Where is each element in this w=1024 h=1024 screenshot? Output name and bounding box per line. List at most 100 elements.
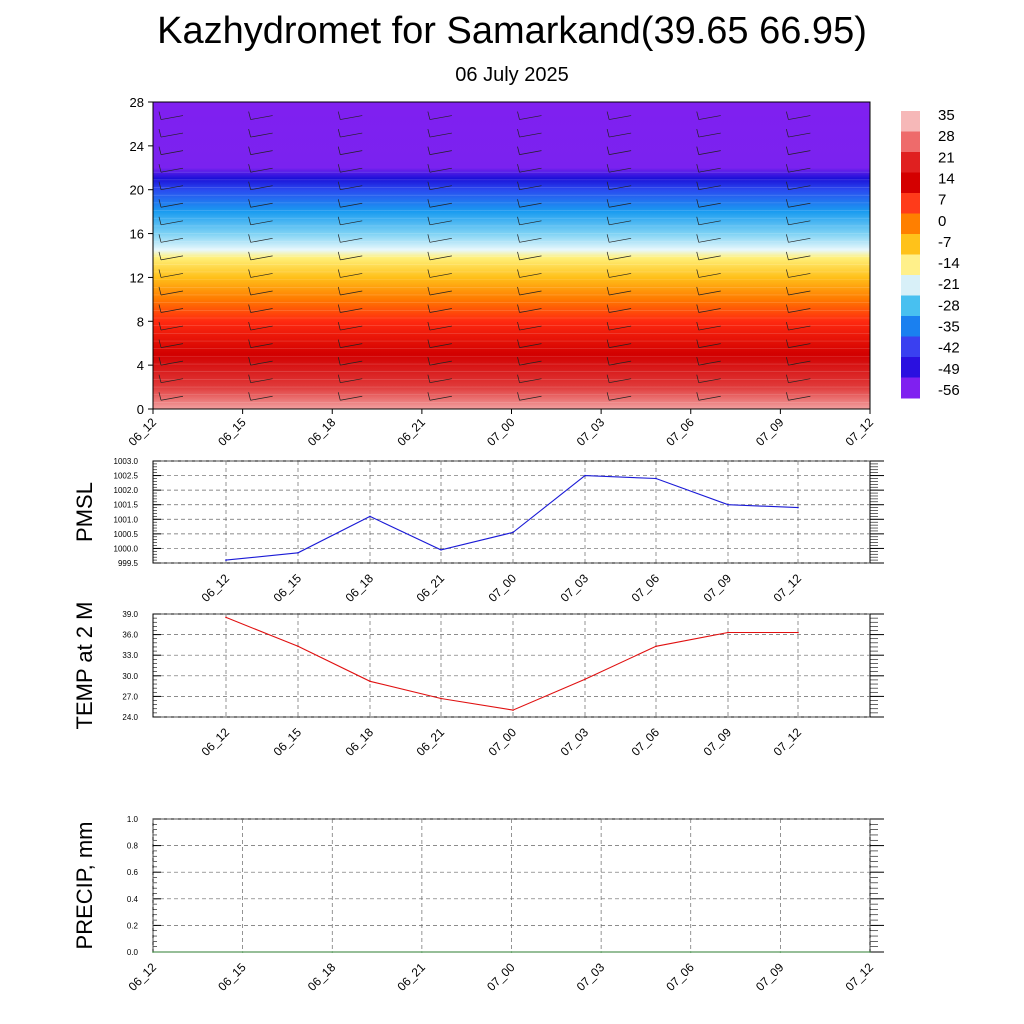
x-tick-label: 06_12 (199, 571, 233, 605)
colorbar-swatch (901, 234, 920, 255)
y-tick-label: 1000.5 (114, 530, 139, 539)
colorbar-swatch (901, 295, 920, 317)
y-axis-label: PRECIP, mm (72, 822, 97, 950)
colorbar-swatch (901, 254, 920, 276)
y-tick-label: 1001.5 (114, 501, 139, 510)
wind-barb (427, 146, 452, 155)
wind-barb (606, 392, 632, 401)
wind-barb (158, 234, 184, 243)
temp-panel: 24.0 27.0 30.0 33.0 36.0 39.0 06_12 06_15 06_18 0… (72, 602, 884, 759)
x-tick-label: 07_12 (843, 415, 877, 449)
wind-barb (786, 111, 811, 120)
x-tick-label: 06_15 (271, 571, 305, 605)
wind-barb (606, 269, 632, 278)
colorbar-label: -42 (938, 340, 960, 357)
wind-barb (158, 392, 184, 401)
y-tick-label: 0.2 (127, 921, 139, 930)
precip-panel: 0.0 0.2 0.4 0.6 0.8 1.0 06_12 06_15 06_18 06_21 07… (72, 815, 884, 994)
data-point (225, 559, 227, 561)
wind-barb (248, 129, 273, 138)
wind-barb (786, 164, 811, 173)
pmsl-panel: 999.5 1000.0 1000.5 1001.0 1001.5 1002.0 1002.… (72, 457, 884, 605)
wind-barb (696, 111, 721, 120)
wind-barb (696, 269, 721, 278)
x-tick-label: 06_15 (215, 415, 249, 449)
data-point (421, 951, 423, 953)
wind-barb (696, 129, 721, 138)
data-point (512, 709, 514, 711)
wind-barb (427, 199, 452, 208)
y-tick-label: 20 (130, 183, 144, 198)
data-point (727, 631, 729, 634)
colorbar-label: 7 (938, 192, 946, 209)
y-tick-label: 28 (130, 95, 144, 110)
wind-barb (606, 374, 632, 384)
colorbar-label: -28 (938, 297, 960, 314)
x-tick-label: 07_03 (558, 725, 592, 759)
wind-barb (517, 304, 542, 313)
wind-barb (696, 251, 721, 261)
data-point (779, 951, 782, 953)
wind-barb (517, 251, 542, 261)
wind-barb (427, 164, 452, 173)
wind-barb (158, 181, 184, 191)
wind-barb (786, 129, 811, 138)
data-point (510, 951, 513, 953)
wind-barb (158, 199, 184, 208)
wind-barb (427, 392, 452, 401)
colorbar-swatch (901, 316, 920, 337)
wind-barb (517, 392, 542, 401)
wind-barb (517, 199, 542, 208)
colorbar-swatch (901, 213, 920, 235)
data-point (584, 474, 586, 477)
x-tick-label: 06_21 (394, 415, 428, 449)
y-tick-label: 1002.0 (114, 486, 139, 495)
x-tick-label: 06_18 (343, 725, 377, 759)
wind-barb (337, 321, 363, 331)
x-tick-label: 07_09 (701, 725, 735, 759)
y-tick-label: 12 (130, 270, 144, 285)
data-point (241, 951, 244, 953)
x-tick-label: 06_18 (305, 960, 339, 994)
data-point (152, 951, 154, 953)
colorbar-swatch (901, 275, 920, 296)
wind-barb (158, 146, 184, 155)
x-tick-label: 06_21 (394, 960, 428, 994)
wind-barb (786, 374, 811, 384)
data-point (797, 631, 799, 634)
wind-barb (517, 269, 542, 278)
wind-barb (158, 357, 184, 366)
y-tick-label: 1003.0 (114, 457, 139, 466)
wind-barb (158, 129, 184, 138)
wind-barb (248, 321, 273, 331)
wind-barb (337, 286, 363, 296)
wind-barb (786, 269, 811, 278)
wind-barb (696, 321, 721, 331)
wind-barb (427, 251, 452, 261)
y-tick-label: 0.0 (127, 948, 139, 957)
y-tick-label: 27.0 (122, 692, 138, 701)
wind-barb (517, 286, 542, 296)
wind-barb (517, 164, 542, 173)
wind-barb (427, 321, 452, 331)
data-point (869, 951, 871, 953)
colorbar-swatch (901, 131, 920, 153)
wind-barb (248, 339, 273, 348)
wind-barb (606, 146, 632, 155)
x-tick-label: 07_06 (663, 415, 697, 449)
colorbar-label: -21 (938, 276, 960, 293)
x-tick-label: 06_12 (199, 725, 233, 759)
data-point (655, 645, 657, 648)
wind-barb (427, 339, 452, 348)
chart-subtitle: 06 July 2025 (455, 64, 569, 86)
y-tick-label: 30.0 (122, 672, 138, 681)
wind-barb (606, 111, 632, 120)
wind-barb (696, 234, 721, 243)
wind-barb (158, 216, 184, 226)
x-tick-label: 07_09 (701, 571, 735, 605)
y-tick-label: 0 (137, 402, 144, 417)
wind-barb (427, 111, 452, 120)
y-tick-label: 1000.0 (114, 544, 139, 553)
wind-barb (517, 129, 542, 138)
